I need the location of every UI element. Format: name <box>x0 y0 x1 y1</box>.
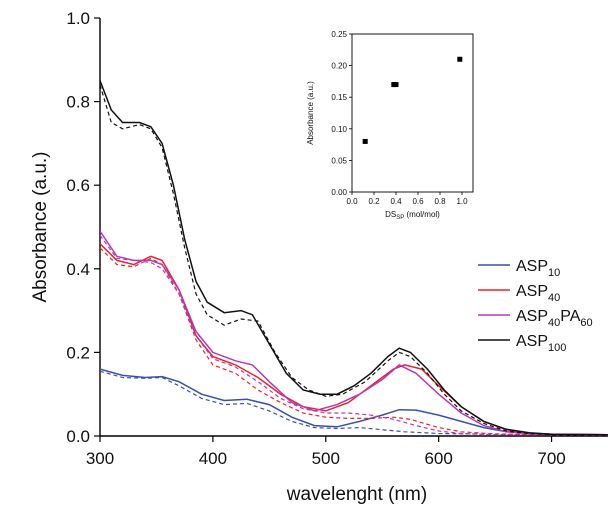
legend-label-ASP40: ASP40 <box>516 283 560 304</box>
main-plot: 300 400 500 600 700 0.0 0.2 0.4 0.6 0.8 1.0 wavelen… <box>30 9 608 505</box>
legend-label-ASP100: ASP100 <box>516 333 566 354</box>
inset-data-point <box>362 138 368 144</box>
inset-y-tick-label: 0.00 <box>331 188 347 197</box>
x-tick-label: 500 <box>312 449 340 468</box>
x-tick-label: 400 <box>199 449 227 468</box>
inset-data-point <box>393 82 399 88</box>
x-axis-title: wavelenght (nm) <box>286 484 427 505</box>
y-tick-label: 0.2 <box>66 343 90 362</box>
y-tick-label: 0.8 <box>66 93 90 112</box>
y-axis-title: Absorbance (a.u.) <box>30 151 51 302</box>
inset-x-axis-title: DSSP (mol/mol) <box>385 210 440 221</box>
inset-x-tick-label: 0.4 <box>390 197 402 206</box>
inset-x-tick-label: 0.0 <box>346 197 358 206</box>
inset-y-tick-label: 0.25 <box>331 30 347 39</box>
inset-plot: 0.0 0.2 0.4 0.6 0.8 1.0 0.00 0.05 0.10 0.15 0.20 0.… <box>306 30 474 221</box>
series-line-ASP40PA60-dashed <box>100 235 608 436</box>
y-tick-label: 1.0 <box>66 9 90 28</box>
inset-x-tick-label: 0.6 <box>412 197 424 206</box>
inset-x-tick-label: 0.8 <box>434 197 446 206</box>
series-line-ASP100-dashed <box>100 84 608 436</box>
x-tick-label: 600 <box>424 449 452 468</box>
inset-y-tick-label: 0.05 <box>331 156 347 165</box>
y-tick-label: 0.0 <box>66 427 90 446</box>
series-line-ASP10 <box>100 368 608 436</box>
inset-y-tick-label: 0.15 <box>331 93 347 102</box>
legend: ASP10 ASP40 ASP40PA60 ASP100 <box>478 258 593 354</box>
x-tick-label: 700 <box>537 449 565 468</box>
inset-data-point <box>457 56 463 62</box>
legend-label-ASP10: ASP10 <box>516 258 560 279</box>
series-line-ASP10-dashed <box>100 370 608 436</box>
series-line-ASP40PA60 <box>100 230 608 436</box>
y-tick-label: 0.6 <box>66 176 90 195</box>
series-lines <box>100 80 608 436</box>
series-line-ASP40-dashed <box>100 247 608 436</box>
inset-x-tick-label: 1.0 <box>456 197 468 206</box>
inset-y-axis-title: Absorbance (a.u.) <box>306 81 315 145</box>
x-tick-label: 300 <box>86 449 114 468</box>
inset-x-tick-label: 0.2 <box>368 197 380 206</box>
series-line-ASP100 <box>100 80 608 436</box>
inset-y-tick-label: 0.20 <box>331 62 347 71</box>
inset-y-tick-label: 0.10 <box>331 125 347 134</box>
y-tick-label: 0.4 <box>66 260 90 279</box>
inset-frame <box>351 33 474 193</box>
legend-label-ASP40PA60: ASP40PA60 <box>516 308 593 329</box>
